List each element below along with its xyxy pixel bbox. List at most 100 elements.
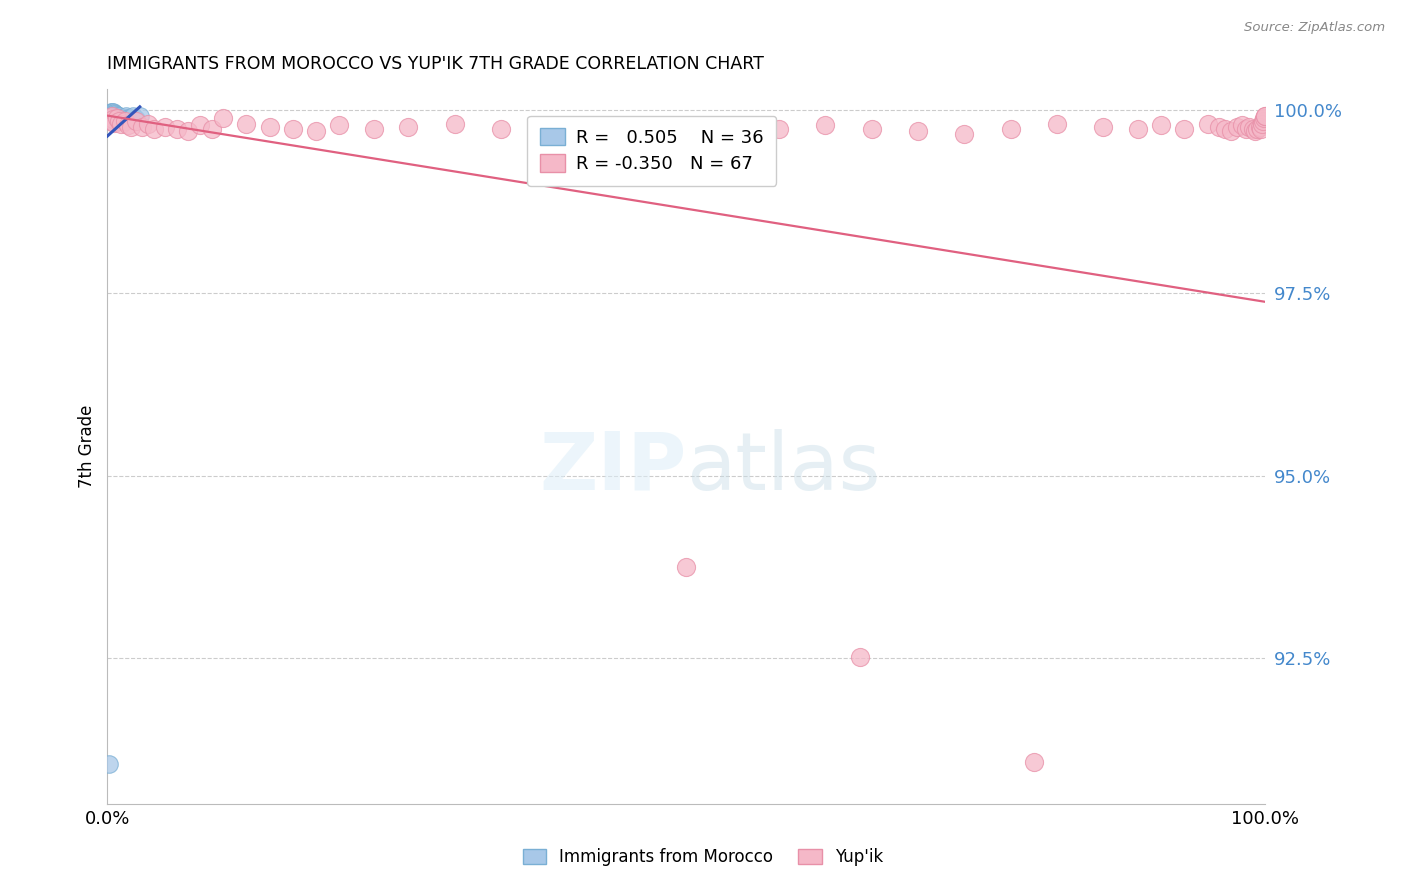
Point — [1251, 114, 1274, 128]
Point — [125, 112, 148, 127]
Point — [1244, 124, 1267, 138]
Point — [1254, 109, 1277, 123]
Point — [675, 560, 697, 574]
Point — [1239, 120, 1261, 134]
Point — [259, 120, 281, 134]
Point — [97, 757, 120, 772]
Point — [125, 114, 148, 128]
Text: ZIP: ZIP — [538, 429, 686, 507]
Point — [166, 121, 188, 136]
Point — [98, 114, 121, 128]
Point — [103, 116, 125, 130]
Point — [136, 117, 159, 131]
Point — [721, 127, 744, 141]
Point — [110, 117, 132, 131]
Legend: R =   0.505    N = 36, R = -0.350   N = 67: R = 0.505 N = 36, R = -0.350 N = 67 — [527, 115, 776, 186]
Point — [108, 114, 131, 128]
Point — [121, 109, 143, 123]
Point — [1126, 121, 1149, 136]
Point — [101, 105, 124, 120]
Point — [1208, 120, 1230, 134]
Point — [100, 114, 122, 128]
Point — [142, 121, 165, 136]
Point — [1000, 121, 1022, 136]
Point — [443, 117, 465, 131]
Point — [582, 120, 605, 134]
Point — [155, 120, 177, 134]
Text: IMMIGRANTS FROM MOROCCO VS YUP'IK 7TH GRADE CORRELATION CHART: IMMIGRANTS FROM MOROCCO VS YUP'IK 7TH GR… — [107, 55, 765, 73]
Point — [131, 120, 153, 134]
Point — [814, 118, 837, 132]
Point — [115, 112, 138, 127]
Point — [114, 111, 136, 125]
Point — [1213, 121, 1236, 136]
Text: Source: ZipAtlas.com: Source: ZipAtlas.com — [1244, 21, 1385, 34]
Point — [110, 112, 132, 127]
Point — [201, 121, 224, 136]
Point — [1219, 124, 1241, 138]
Point — [1225, 120, 1247, 134]
Point — [628, 121, 651, 136]
Point — [117, 118, 139, 132]
Point — [849, 649, 872, 664]
Point — [536, 124, 558, 138]
Point — [101, 112, 124, 127]
Point — [907, 124, 929, 138]
Point — [107, 109, 129, 123]
Point — [98, 111, 121, 125]
Point — [235, 117, 257, 131]
Point — [398, 120, 420, 134]
Point — [101, 107, 124, 121]
Point — [105, 110, 128, 124]
Point — [104, 107, 127, 121]
Point — [1232, 118, 1254, 132]
Point — [101, 109, 124, 123]
Point — [100, 106, 122, 120]
Point — [305, 124, 328, 138]
Point — [111, 111, 134, 125]
Point — [1022, 755, 1045, 769]
Point — [105, 108, 128, 122]
Point — [328, 118, 350, 132]
Text: atlas: atlas — [686, 429, 880, 507]
Point — [953, 127, 976, 141]
Point — [100, 109, 122, 123]
Point — [112, 112, 135, 127]
Point — [100, 105, 122, 120]
Point — [117, 111, 139, 125]
Point — [1046, 117, 1069, 131]
Y-axis label: 7th Grade: 7th Grade — [79, 405, 96, 488]
Point — [98, 109, 121, 123]
Point — [1251, 117, 1274, 131]
Point — [108, 112, 131, 127]
Point — [101, 105, 124, 120]
Point — [768, 121, 790, 136]
Point — [104, 111, 127, 125]
Point — [1197, 117, 1219, 131]
Point — [281, 121, 304, 136]
Point — [101, 111, 124, 125]
Point — [128, 109, 150, 123]
Point — [103, 106, 125, 120]
Point — [1246, 121, 1268, 136]
Point — [212, 111, 235, 125]
Point — [108, 111, 131, 125]
Point — [860, 121, 883, 136]
Legend: Immigrants from Morocco, Yup'ik: Immigrants from Morocco, Yup'ik — [515, 840, 891, 875]
Point — [1241, 121, 1264, 136]
Point — [1250, 121, 1272, 136]
Point — [363, 121, 385, 136]
Point — [105, 111, 128, 125]
Point — [97, 112, 120, 127]
Point — [1092, 120, 1115, 134]
Point — [101, 109, 124, 123]
Point — [114, 113, 136, 128]
Point — [1253, 111, 1275, 125]
Point — [108, 109, 131, 123]
Point — [188, 118, 211, 132]
Point — [120, 111, 142, 125]
Point — [489, 121, 512, 136]
Point — [675, 125, 697, 139]
Point — [1173, 121, 1195, 136]
Point — [110, 114, 132, 128]
